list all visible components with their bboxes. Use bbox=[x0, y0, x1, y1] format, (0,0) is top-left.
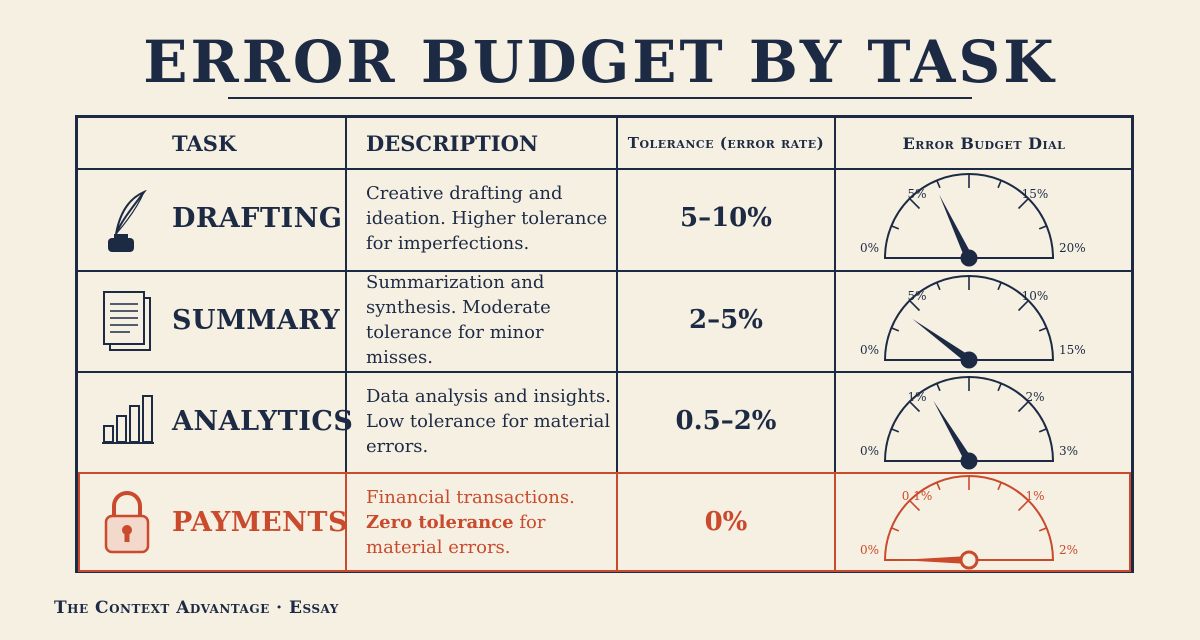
dial-summary: 0% 5% 5% 10% 15% bbox=[860, 272, 1086, 369]
dial-tick bbox=[1017, 300, 1029, 312]
dial-needle bbox=[899, 556, 969, 564]
task-name-summary: SUMMARY bbox=[172, 304, 341, 336]
dial-tick-label: 15% bbox=[1022, 187, 1049, 201]
column-divider bbox=[616, 472, 618, 572]
tolerance-drafting: 5–10% bbox=[680, 203, 772, 233]
dial-tick bbox=[909, 300, 921, 312]
row-divider bbox=[78, 371, 1131, 373]
dial-tick bbox=[997, 383, 1002, 392]
dial-tick-label: 15% bbox=[1059, 343, 1086, 357]
document-icon bbox=[103, 291, 151, 351]
dial-tick bbox=[1017, 500, 1029, 512]
header-task: TASK bbox=[172, 130, 237, 156]
dial-tick bbox=[936, 383, 941, 392]
tolerance-analytics: 0.5–2% bbox=[675, 406, 777, 436]
dial-tick bbox=[936, 180, 941, 189]
tolerance-summary: 2–5% bbox=[689, 305, 763, 335]
dial-tick bbox=[997, 482, 1002, 491]
dial-tick bbox=[1038, 225, 1047, 230]
dial-drafting: 0% 5% 10% 15% 20% bbox=[860, 170, 1086, 267]
column-divider bbox=[834, 118, 836, 472]
description-payments-bold: Zero tolerance bbox=[366, 511, 514, 533]
header-tolerance: Tolerance (error rate) bbox=[627, 134, 825, 152]
dial-tick bbox=[891, 428, 900, 433]
dial-tick-label: 0.5% bbox=[954, 472, 985, 475]
dial-tick-label: 20% bbox=[1059, 241, 1086, 255]
column-divider bbox=[834, 472, 836, 572]
dial-tick bbox=[936, 482, 941, 491]
dial-needle bbox=[933, 400, 973, 464]
bar-chart-icon bbox=[102, 395, 154, 444]
dial-tick-label: 5% bbox=[907, 187, 926, 201]
dial-needle bbox=[939, 194, 973, 260]
task-name-payments: PAYMENTS bbox=[172, 506, 348, 538]
dial-tick-label: 1% bbox=[907, 390, 926, 404]
dial-tick bbox=[891, 225, 900, 230]
dial-tick-label: 0.1% bbox=[902, 489, 933, 503]
dial-tick-label: 2% bbox=[1025, 390, 1044, 404]
dial-tick bbox=[1038, 428, 1047, 433]
padlock-icon bbox=[104, 491, 150, 554]
dial-tick-label: 0% bbox=[860, 444, 879, 458]
column-divider bbox=[345, 472, 347, 572]
dial-needle bbox=[912, 318, 972, 364]
footer-credit: The Context Advantage · Essay bbox=[54, 598, 339, 618]
dial-tick-label: 1% bbox=[1025, 489, 1044, 503]
dial-tick-label: 0% bbox=[860, 241, 879, 255]
dial-tick bbox=[909, 198, 921, 210]
dial-tick bbox=[1038, 327, 1047, 332]
dial-tick bbox=[936, 282, 941, 291]
header-dial: Error Budget Dial bbox=[902, 133, 1066, 153]
dial-tick-label: 1% bbox=[959, 373, 978, 376]
dial-tick bbox=[997, 180, 1002, 189]
column-divider bbox=[345, 118, 347, 472]
page-title: ERROR BUDGET BY TASK bbox=[143, 28, 1057, 96]
tolerance-payments: 0% bbox=[704, 507, 748, 537]
task-name-analytics: ANALYTICS bbox=[172, 405, 354, 437]
description-payments: Financial transactions. Zero tolerance f… bbox=[366, 472, 616, 572]
dial-tick bbox=[891, 327, 900, 332]
description-drafting: Creative drafting and ideation. Higher t… bbox=[366, 182, 608, 254]
description-analytics: Data analysis and insights. Low toleranc… bbox=[366, 385, 612, 457]
dial-tick bbox=[891, 527, 900, 532]
dial-tick-label: 5% bbox=[959, 272, 978, 275]
dial-tick-label: 5% bbox=[907, 289, 926, 303]
dial-tick-label: 10% bbox=[956, 170, 983, 173]
dial-payments: 0% 0.1% 0.5% 1% 2% bbox=[860, 472, 1078, 570]
task-name-drafting: DRAFTING bbox=[172, 202, 343, 234]
dial-tick bbox=[1017, 198, 1029, 210]
dial-tick-label: 2% bbox=[1059, 543, 1078, 557]
description-payments-pre: Financial transactions. bbox=[366, 486, 575, 508]
dial-hub bbox=[960, 452, 978, 470]
dial-hub bbox=[960, 249, 978, 267]
header-divider bbox=[78, 168, 1131, 170]
dial-tick bbox=[1038, 527, 1047, 532]
header-description: DESCRIPTION bbox=[366, 130, 539, 156]
dial-hub bbox=[960, 351, 978, 369]
title-underline bbox=[228, 97, 972, 99]
dial-tick bbox=[909, 401, 921, 413]
dial-tick-label: 0% bbox=[860, 543, 879, 557]
dial-tick bbox=[997, 282, 1002, 291]
dial-tick-label: 0% bbox=[860, 343, 879, 357]
description-summary: Summarization and synthesis. Moderate to… bbox=[366, 272, 551, 368]
quill-inkwell-icon bbox=[108, 190, 147, 252]
dial-hub bbox=[959, 550, 979, 570]
description-payments-post: for material errors. bbox=[366, 511, 546, 558]
dial-tick-label: 10% bbox=[1022, 289, 1049, 303]
dial-tick bbox=[909, 500, 921, 512]
payments-row-highlight bbox=[78, 472, 1131, 572]
dial-tick bbox=[1017, 401, 1029, 413]
column-divider bbox=[616, 118, 618, 472]
dial-tick-label: 3% bbox=[1059, 444, 1078, 458]
row-divider bbox=[78, 270, 1131, 272]
dial-analytics: 0% 1% 1% 2% 3% bbox=[860, 373, 1078, 470]
